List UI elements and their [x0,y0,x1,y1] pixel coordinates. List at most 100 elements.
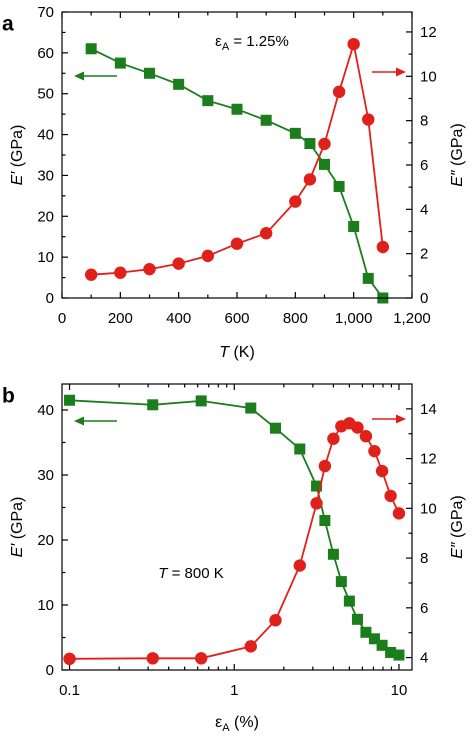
data-point-circle [259,227,273,240]
data-point-circle [146,652,159,665]
data-point-circle [318,137,331,151]
data-point-square [144,67,155,79]
y-left-tick-label: 10 [37,249,54,266]
data-point-square [351,613,363,625]
y-left-tick-label: 40 [37,402,54,419]
y-left-axis-title: E′ (GPa) [9,125,26,186]
y-right-tick-label: 12 [420,451,437,468]
data-point-circle [172,257,185,270]
y-left-tick-label: 20 [37,208,54,225]
data-point-square [368,633,380,645]
data-point-circle [293,559,306,572]
right-axis-arrowhead [396,414,406,424]
y-left-tick-label: 30 [37,167,54,184]
y-right-tick-label: 6 [420,600,428,617]
y-right-tick-label: 10 [420,68,437,85]
data-point-square [348,221,360,232]
data-point-square [304,138,316,150]
data-point-square [311,480,323,492]
y-left-tick-label: 50 [37,86,54,103]
y-right-tick-label: 14 [420,401,437,418]
panel-label: a [2,12,14,35]
data-point-circle [244,640,257,653]
x-tick-label: 1,000 [335,310,373,327]
data-point-square [195,395,207,407]
data-point-circle [384,489,397,503]
x-tick-label: 400 [166,310,191,327]
y-left-tick-label: 20 [37,532,54,549]
y-right-axis-title: E″ (GPa) [449,495,466,558]
data-point-square [333,180,345,192]
y-right-axis-title: E″ (GPa) [449,123,466,186]
data-point-square [385,646,397,658]
data-point-circle [289,195,302,208]
y-right-tick-label: 4 [420,650,428,667]
data-point-square [173,78,185,90]
data-point-circle [359,430,373,443]
y-right-tick-label: 8 [420,113,428,130]
data-point-circle [143,262,156,276]
data-point-circle [327,432,340,445]
series-e-prime [64,394,405,661]
data-point-square [147,399,159,411]
data-point-square [393,649,405,661]
x-tick-label: 1,200 [393,310,431,327]
x-tick-label: 0.1 [59,682,80,699]
data-point-square [319,515,331,526]
data-point-square [343,595,355,607]
panel-a: a 0 200 400 600 800 1,000 1,200 0 10 20 30 40 50 60 70 0… [2,4,466,361]
data-point-circle [310,497,323,510]
left-axis-arrowhead [74,416,84,426]
data-point-square [327,548,339,560]
data-point-square [64,394,76,406]
data-point-square [114,57,126,69]
data-point-circle [347,37,360,51]
data-point-square [289,127,301,139]
data-point-square [360,626,372,638]
y-left-axis-title: E′ (GPa) [9,497,26,558]
y-right-tick-label: 10 [420,500,437,517]
y-right-tick-label: 4 [420,201,428,218]
y-right-tick-label: 6 [420,157,428,174]
data-point-square [260,114,272,126]
y-left-tick-label: 0 [46,662,54,679]
panel-b: b 0.1 1 10 0 10 20 30 40 4 6 8 10 12 14 T = 800 K εA (%)… [2,383,466,734]
x-tick-label: 1 [230,682,238,699]
x-tick-label: 600 [224,310,249,327]
x-tick-label: 800 [283,310,308,327]
y-right-tick-label: 0 [420,290,428,307]
y-left-tick-label: 30 [37,467,54,484]
temperature-annotation: T = 800 K [158,565,223,582]
y-left-tick-label: 40 [37,127,54,144]
data-point-square [245,402,257,414]
data-point-circle [318,459,332,473]
data-point-circle [303,173,317,186]
data-point-square [85,43,97,55]
x-axis-title: T (K) [219,344,255,361]
y-right-tick-label: 12 [420,24,437,41]
y-right-tick-label: 2 [420,246,428,263]
data-point-circle [376,240,390,254]
data-point-square [231,103,243,115]
data-point-circle [351,421,364,434]
panel-label: b [2,384,15,407]
series-e-double-prime [84,37,390,281]
data-point-circle [230,237,244,250]
data-point-circle [84,268,98,281]
data-point-square [362,272,374,284]
y-left-tick-label: 60 [37,45,54,62]
series-e-double-prime [63,417,406,666]
plot-frame [61,11,413,299]
data-point-circle [392,507,406,520]
data-point-circle [362,113,375,126]
x-axis-title: εA (%) [215,714,259,734]
data-point-circle [114,266,127,279]
plot-area [63,394,406,666]
data-point-circle [368,444,381,458]
data-point-circle [375,464,389,478]
data-point-circle [201,249,215,263]
y-left-tick-label: 70 [37,4,54,21]
y-left-tick-label: 0 [46,290,54,307]
plot-area [84,37,390,304]
